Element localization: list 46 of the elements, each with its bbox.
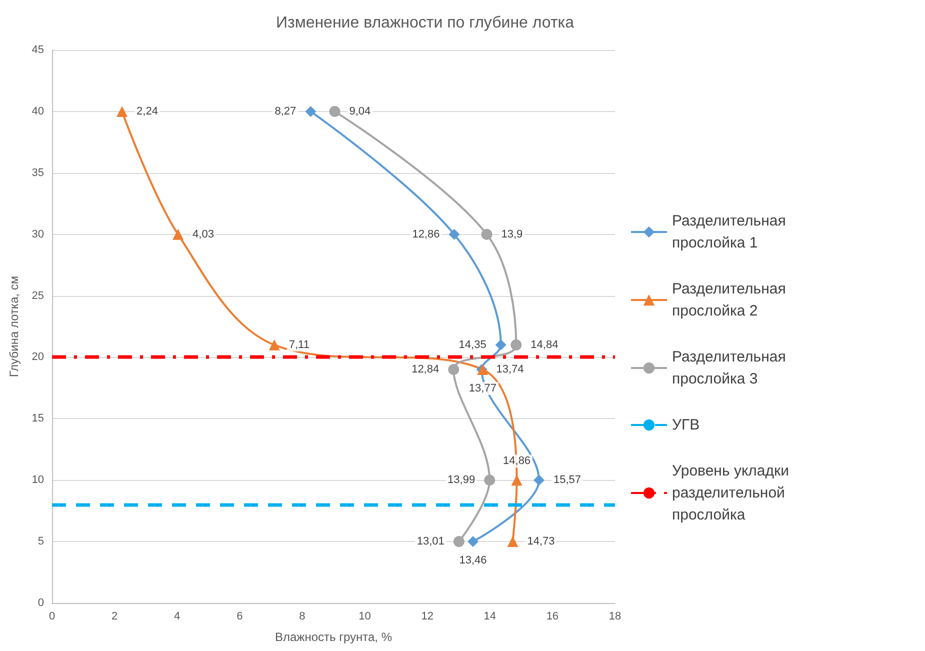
chart-title: Изменение влажности по глубине лотка [276, 14, 574, 32]
data-label: 13,77 [468, 382, 496, 395]
y-tick-label: 35 [32, 166, 44, 179]
y-tick-label: 5 [38, 536, 44, 548]
data-label: 13,46 [459, 554, 487, 567]
data-label: 13,74 [496, 364, 524, 376]
legend-label: Разделительная прослойка 2 [672, 280, 790, 320]
y-tick-label: 20 [32, 351, 44, 364]
y-tick-label: 15 [32, 412, 44, 425]
y-tick-label: 45 [32, 44, 44, 56]
legend-label: Уровень укладки разделительной прослойка [672, 462, 794, 524]
data-label: 8,27 [274, 105, 296, 118]
data-label: 4,03 [192, 228, 214, 240]
y-tick-label: 10 [32, 474, 44, 486]
x-axis-title: Влажность грунта, % [274, 630, 392, 644]
data-label: 13,99 [448, 474, 476, 486]
legend-label: УГВ [672, 416, 700, 434]
x-tick-label: 18 [608, 610, 622, 622]
data-label: 7,11 [288, 338, 310, 351]
y-tick-label: 25 [32, 290, 44, 302]
x-tick-label: 8 [299, 610, 306, 622]
data-label: 14,84 [530, 338, 558, 351]
x-tick-label: 10 [358, 610, 371, 622]
data-label: 14,73 [527, 536, 555, 548]
data-label: 14,35 [458, 338, 486, 351]
x-tick-label: 6 [236, 610, 243, 622]
data-label: 14,86 [503, 455, 531, 468]
legend-label: Разделительная прослойка 1 [672, 212, 790, 252]
x-tick-label: 14 [484, 610, 496, 622]
y-tick-label: 0 [38, 597, 44, 609]
data-label: 9,04 [349, 105, 371, 118]
legend-label: Разделительная прослойка 3 [672, 348, 790, 388]
data-label: 2,24 [136, 105, 158, 118]
x-tick-label: 0 [48, 610, 56, 622]
data-label: 15,57 [553, 474, 582, 486]
y-axis-title: Глубина лотка, см [7, 276, 21, 378]
y-tick-label: 40 [32, 105, 44, 118]
data-label: 13,01 [416, 536, 444, 548]
data-label: 13,9 [501, 228, 523, 240]
data-label: 12,84 [412, 364, 440, 376]
data-label: 12,86 [412, 228, 440, 240]
x-tick-label: 16 [546, 610, 559, 622]
y-tick-label: 30 [32, 228, 44, 240]
x-tick-label: 12 [421, 610, 434, 622]
x-tick-label: 2 [111, 610, 118, 622]
x-tick-label: 4 [174, 610, 180, 622]
